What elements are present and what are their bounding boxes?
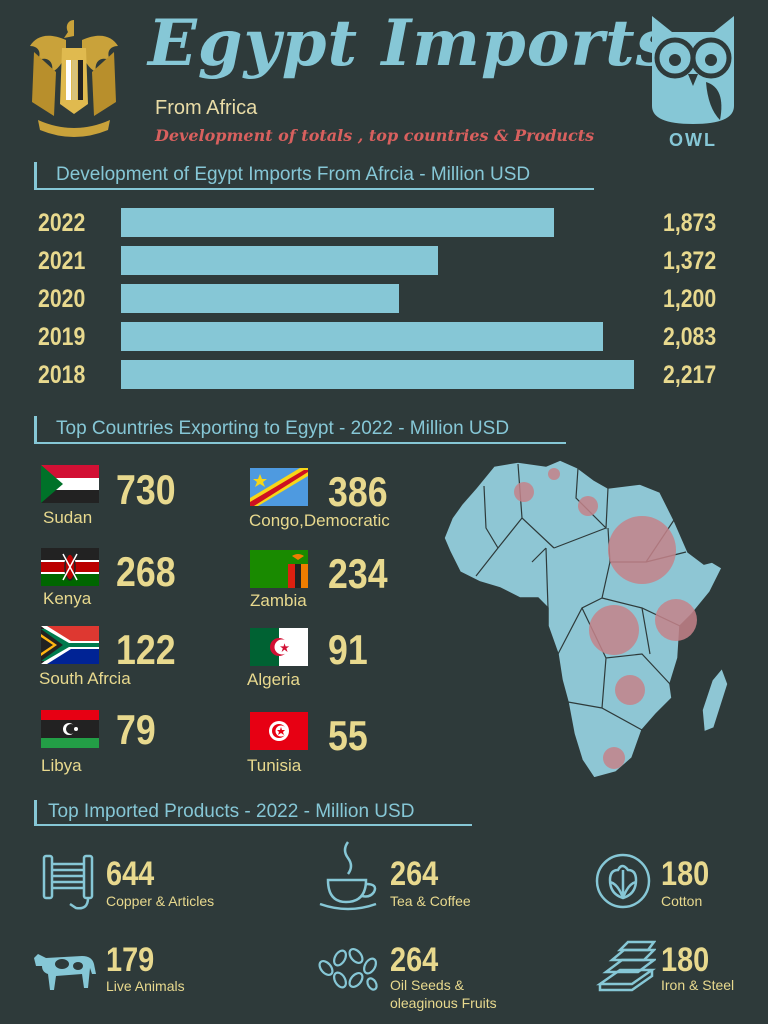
- country-value: 386: [328, 468, 388, 515]
- bar-value-label: 2,083: [663, 323, 717, 351]
- libya-flag: [41, 710, 99, 748]
- country-value: 234: [328, 550, 388, 597]
- product-value: 264: [390, 855, 439, 893]
- product-value: 644: [106, 855, 155, 893]
- section-title-products: Top Imported Products - 2022 - Million U…: [48, 801, 415, 822]
- bar-value-label: 2,217: [663, 361, 717, 389]
- country-name: South Afrcia: [39, 669, 131, 688]
- imports-bar-chart: 2022 1,873 2021 1,372 2020 1,200 2019 2,083 2018…: [0, 200, 768, 400]
- egypt-eagle-emblem: [28, 12, 120, 140]
- country-name: Tunisia: [247, 756, 302, 775]
- owl-icon: [652, 16, 734, 124]
- cow-icon: [32, 944, 100, 994]
- product-name: Iron & Steel: [661, 977, 735, 993]
- product-value: 264: [390, 941, 439, 979]
- country-value: 79: [116, 706, 156, 753]
- product-name: Oil Seeds &: [390, 977, 464, 993]
- country-value: 122: [116, 626, 176, 673]
- country-value: 268: [116, 548, 176, 595]
- sudan-flag: [41, 465, 99, 503]
- bar-year-label: 2020: [38, 285, 86, 313]
- country-value: 91: [328, 626, 368, 673]
- bar-year-label: 2021: [38, 247, 86, 275]
- map-bubble-sudan: [608, 516, 676, 584]
- page-tagline: Development of totals , top countries & …: [155, 126, 595, 145]
- country-value: 55: [328, 712, 368, 759]
- country-value: 730: [116, 466, 176, 513]
- page-title: Egypt Imports: [148, 6, 673, 81]
- seeds-icon: [316, 946, 382, 992]
- section-underline: [34, 188, 594, 190]
- bar-year-label: 2022: [38, 209, 86, 237]
- map-bubble-zambia: [615, 675, 645, 705]
- kenya-flag: [41, 548, 99, 586]
- country-name: Kenya: [43, 589, 92, 608]
- map-bubble-algeria: [514, 482, 534, 502]
- page-subtitle: From Africa: [155, 97, 258, 119]
- product-value: 180: [661, 855, 710, 893]
- cotton-icon: [594, 852, 652, 910]
- map-bubble-kenya: [655, 599, 697, 641]
- south-africa-flag: [41, 626, 99, 664]
- owl-logo-text: OWL: [669, 130, 717, 150]
- product-value: 179: [106, 941, 155, 979]
- bar-value-label: 1,200: [663, 285, 717, 313]
- section-underline: [34, 442, 566, 444]
- bar-value-label: 1,873: [663, 209, 717, 237]
- map-bubble-congo: [589, 605, 639, 655]
- product-name-line2: oleaginous Fruits: [390, 995, 497, 1011]
- product-name: Copper & Articles: [106, 893, 215, 909]
- bar-value-label: 1,372: [663, 247, 717, 275]
- tunisia-flag: [250, 712, 308, 750]
- bar-2022: [121, 208, 554, 237]
- country-name: Zambia: [250, 591, 307, 610]
- product-name: Cotton: [661, 893, 703, 909]
- section-divider: [34, 162, 37, 190]
- algeria-flag: [250, 628, 308, 666]
- bar-2019: [121, 322, 603, 351]
- section-title-countries: Top Countries Exporting to Egypt - 2022 …: [56, 418, 510, 439]
- map-bubble-libya: [578, 496, 598, 516]
- country-name: Algeria: [247, 670, 300, 689]
- country-name: Libya: [41, 756, 82, 775]
- zambia-flag: [250, 550, 308, 588]
- copper-wire-icon: [40, 852, 100, 912]
- map-bubble-tunisia: [548, 468, 560, 480]
- country-name: Congo,Democratic: [249, 511, 390, 530]
- bar-year-label: 2018: [38, 361, 86, 389]
- section-divider: [34, 800, 37, 826]
- bar-2018: [121, 360, 634, 389]
- africa-map: [436, 458, 736, 783]
- bar-2020: [121, 284, 399, 313]
- section-title-development: Development of Egypt Imports From Afrcia…: [56, 164, 531, 185]
- owl-logo: OWL: [648, 12, 738, 152]
- bar-2021: [121, 246, 438, 275]
- dr-congo-flag: [250, 468, 308, 506]
- bar-year-label: 2019: [38, 323, 86, 351]
- section-underline: [34, 824, 472, 826]
- product-name: Live Animals: [106, 978, 185, 994]
- country-name: Sudan: [43, 508, 93, 527]
- product-name: Tea & Coffee: [390, 893, 471, 909]
- section-divider: [34, 416, 37, 444]
- tea-cup-icon: [316, 840, 380, 912]
- steel-beams-icon: [596, 940, 658, 992]
- product-value: 180: [661, 941, 710, 979]
- map-bubble-south-africa: [603, 747, 625, 769]
